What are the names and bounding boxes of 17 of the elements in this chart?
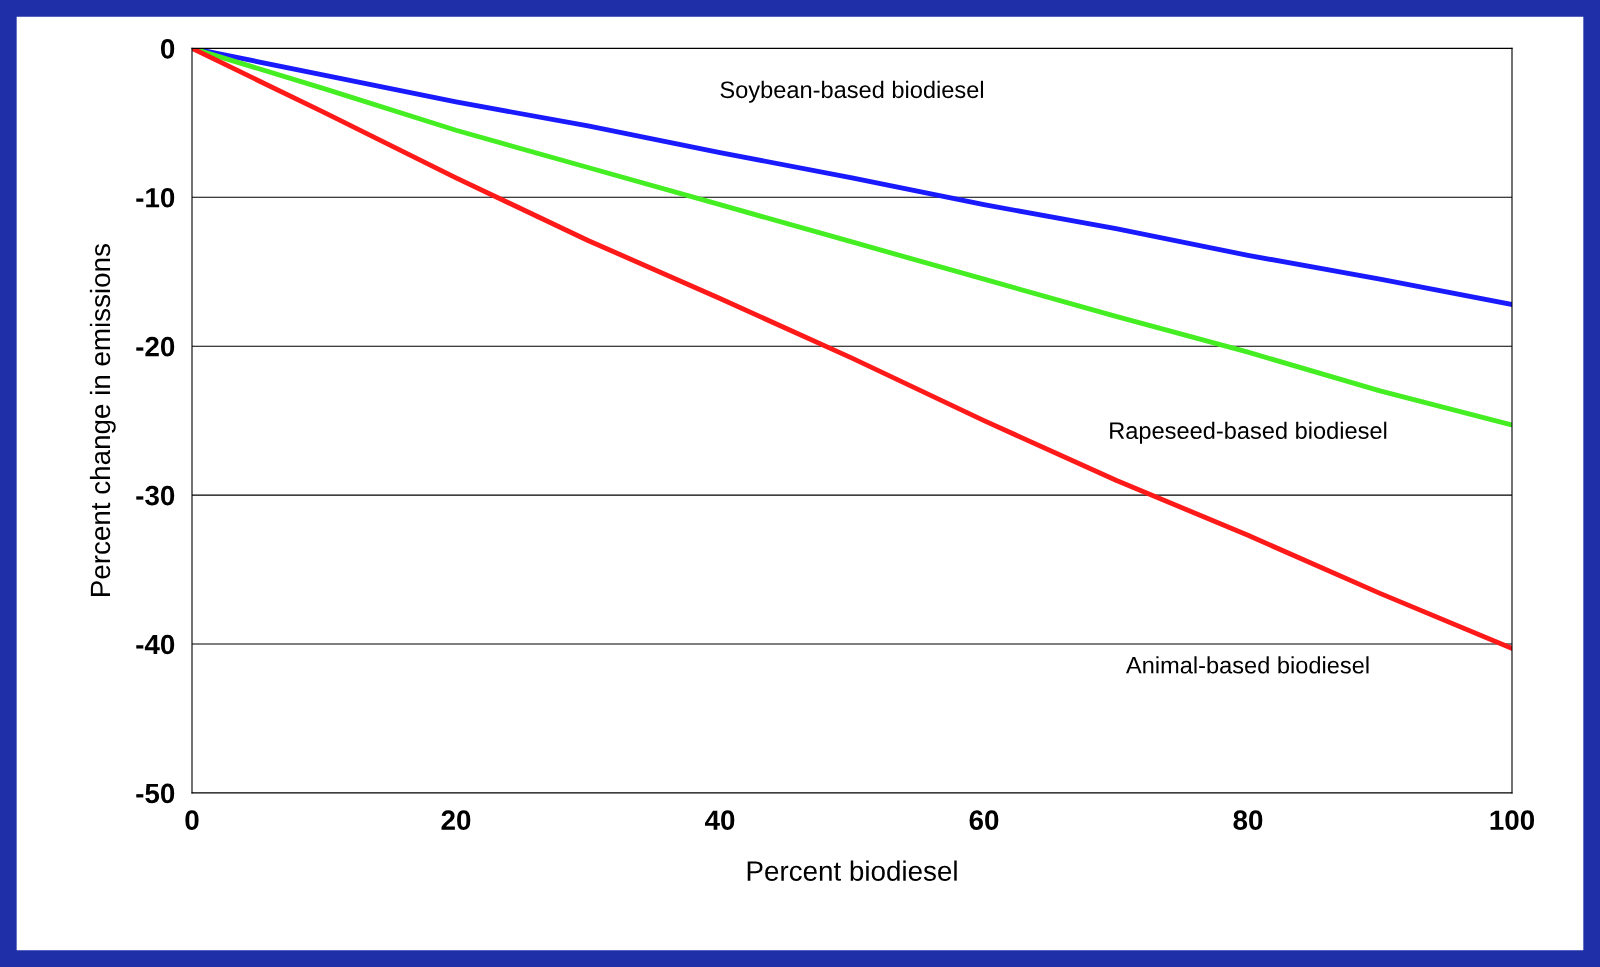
y-tick-label: 0: [160, 39, 175, 59]
x-tick-label: 20: [441, 810, 471, 831]
y-tick-label: -20: [136, 336, 175, 357]
y-tick-label: -10: [136, 187, 175, 208]
y-axis-title: Percent change in emissions: [89, 244, 116, 596]
x-tick-label: 0: [185, 810, 199, 831]
x-tick-label: 100: [1490, 810, 1535, 831]
y-tick-label: -30: [136, 485, 175, 506]
x-tick-label: 60: [969, 810, 999, 831]
y-tick-label: -40: [136, 634, 175, 655]
x-tick-label: 40: [704, 810, 735, 831]
text: Animal-based biodiesel: [1125, 656, 1369, 674]
series-label: Rapeseed-based biodiesel: [1110, 421, 1387, 444]
text: Soybean-based biodiesel: [720, 80, 984, 103]
x-axis-title: Percent biodiesel: [747, 860, 957, 881]
y-tick-label: -50: [136, 783, 175, 804]
x-tick-label: 80: [1233, 810, 1263, 831]
